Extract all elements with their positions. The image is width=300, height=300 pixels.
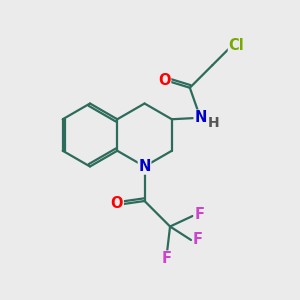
Text: O: O <box>158 73 171 88</box>
Text: Cl: Cl <box>229 38 244 53</box>
Text: F: F <box>193 232 203 247</box>
Text: H: H <box>208 116 220 130</box>
Text: F: F <box>162 251 172 266</box>
Text: O: O <box>111 196 123 211</box>
Text: N: N <box>138 159 151 174</box>
Text: N: N <box>194 110 206 125</box>
Text: F: F <box>194 207 204 222</box>
